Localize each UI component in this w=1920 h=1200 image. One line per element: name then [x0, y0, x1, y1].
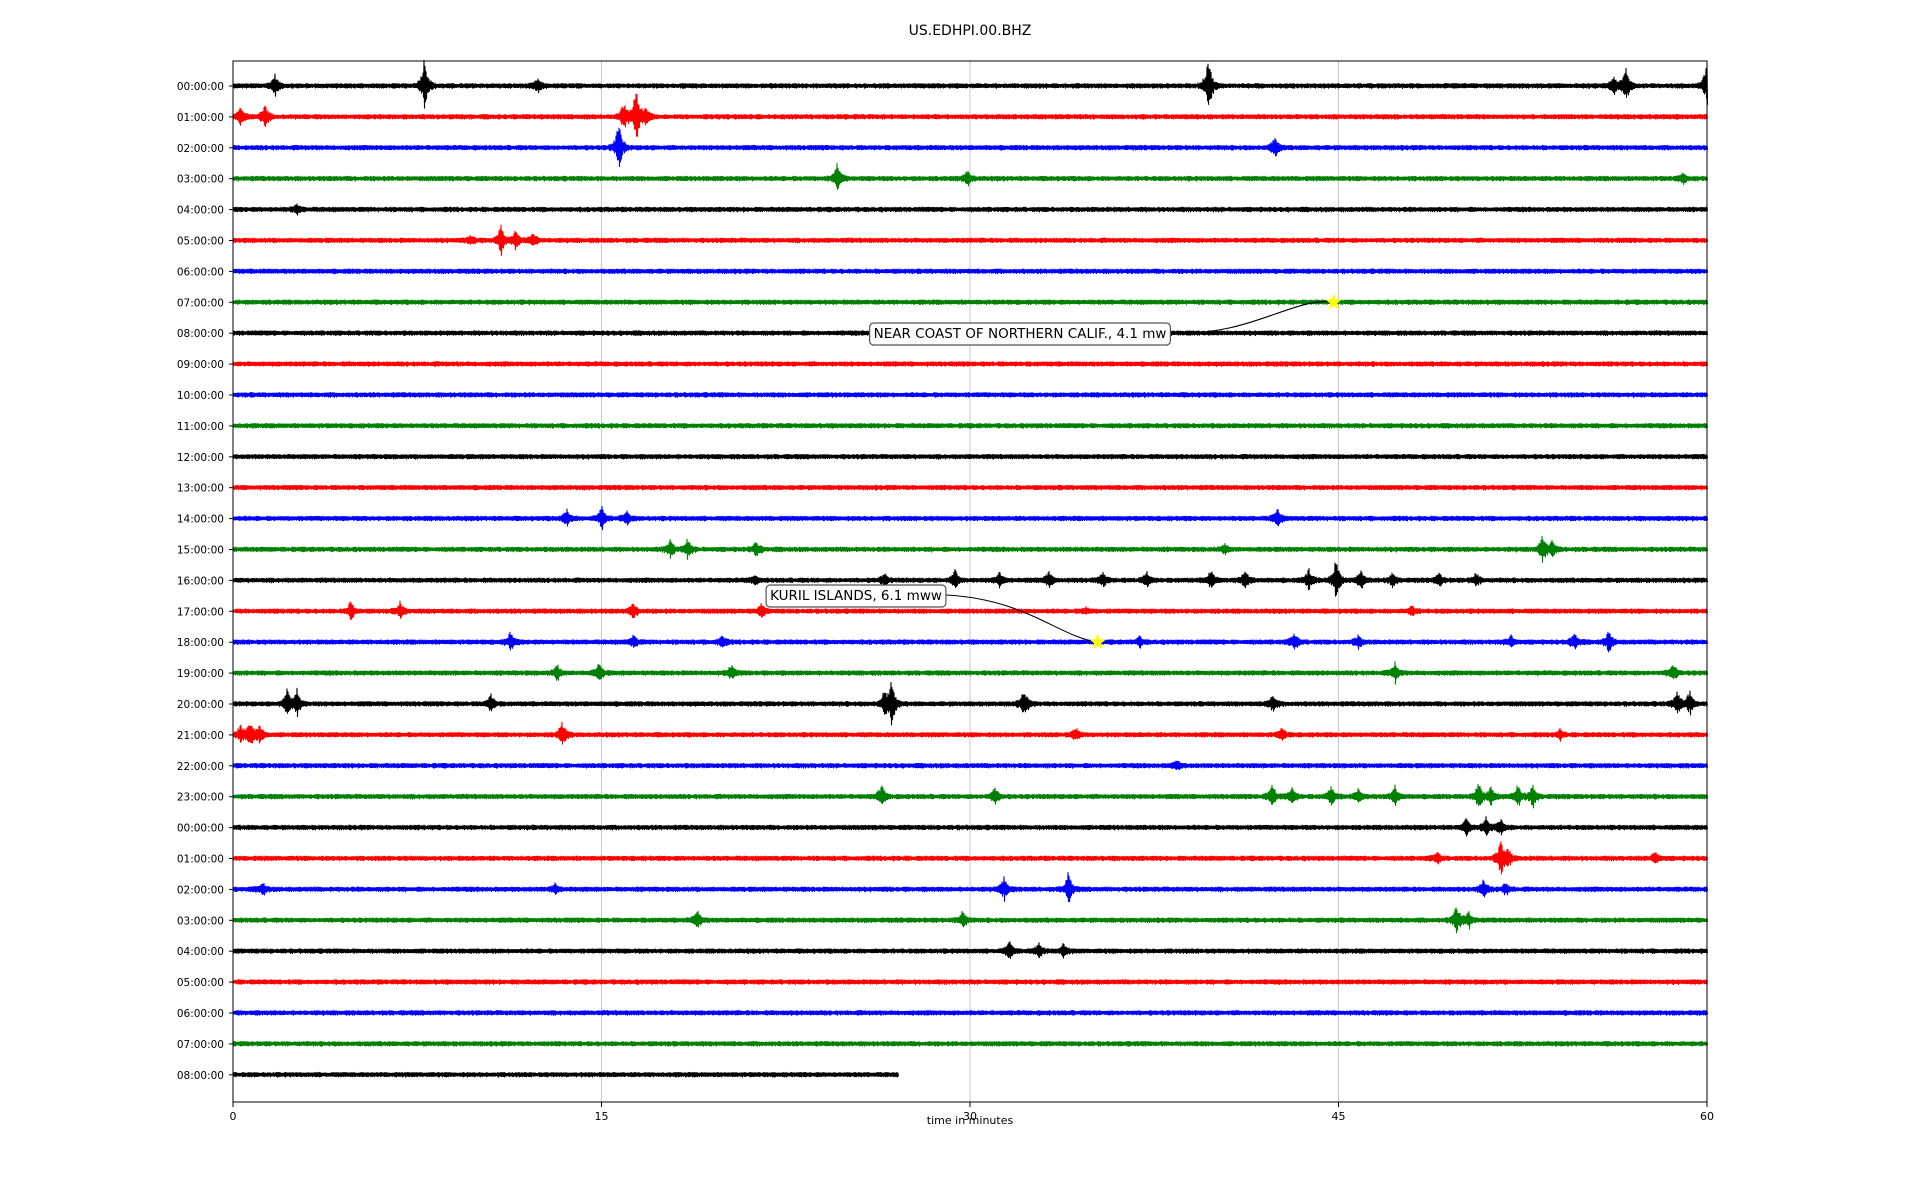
x-tick-label-15: 15 [595, 1110, 609, 1123]
chart-title: US.EDHPI.00.BHZ [909, 23, 1032, 39]
y-tick-label-4: 04:00:00 [177, 205, 224, 217]
y-tick-label-0: 00:00:00 [177, 81, 224, 93]
event-annotation-1: KURIL ISLANDS, 6.1 mww [765, 584, 1107, 650]
y-tick-label-6: 06:00:00 [177, 266, 224, 278]
y-tick-label-1: 01:00:00 [177, 112, 224, 124]
trace-row-26 [232, 872, 1709, 903]
trace-row-4 [232, 203, 1709, 216]
y-tick-label-14: 14:00:00 [177, 514, 224, 526]
x-tick-label-30: 30 [963, 1110, 977, 1123]
trace-row-1 [232, 93, 1709, 137]
event-annotations: NEAR COAST OF NORTHERN CALIF., 4.1 mw KUR… [765, 293, 1342, 650]
trace-row-13 [232, 484, 1709, 491]
y-tick-label-24: 00:00:00 [177, 823, 224, 835]
trace-row-28 [232, 941, 1709, 959]
trace-row-29 [232, 979, 1709, 986]
trace-row-11 [232, 422, 1709, 429]
y-tick-label-3: 03:00:00 [177, 174, 224, 186]
trace-row-23 [232, 784, 1709, 809]
y-tick-label-8: 08:00:00 [177, 328, 224, 340]
trace-row-10 [232, 392, 1709, 398]
y-tick-label-28: 04:00:00 [177, 946, 224, 958]
x-axis: 0 15 30 45 60 [230, 1102, 1714, 1123]
event-connector-1 [945, 594, 1098, 643]
trace-row-17 [232, 600, 1709, 621]
event-label-box-1 [765, 584, 947, 608]
trace-row-31 [232, 1040, 1709, 1047]
trace-row-19 [232, 661, 1709, 685]
x-tick-label-60: 60 [1700, 1110, 1714, 1123]
y-tick-label-19: 19:00:00 [177, 668, 224, 680]
x-tick-label-45: 45 [1332, 1110, 1346, 1123]
y-tick-label-11: 11:00:00 [177, 421, 224, 433]
trace-row-9 [232, 361, 1709, 368]
trace-row-30 [232, 1010, 1709, 1016]
y-tick-label-29: 05:00:00 [177, 977, 224, 989]
y-tick-label-5: 05:00:00 [177, 236, 224, 248]
y-tick-label-2: 02:00:00 [177, 143, 224, 155]
trace-row-7 [232, 299, 1709, 306]
y-tick-label-27: 03:00:00 [177, 915, 224, 927]
trace-row-2 [232, 127, 1709, 168]
y-tick-label-22: 22:00:00 [177, 761, 224, 773]
trace-row-3 [232, 163, 1709, 191]
trace-row-5 [232, 224, 1709, 256]
event-star-1 [1089, 633, 1107, 650]
event-star-0 [1325, 293, 1342, 310]
y-tick-label-9: 09:00:00 [177, 359, 224, 371]
trace-row-25 [232, 841, 1709, 875]
y-tick-label-26: 02:00:00 [177, 884, 224, 896]
trace-row-12 [232, 453, 1709, 460]
trace-row-0 [232, 59, 1709, 109]
y-tick-label-15: 15:00:00 [177, 545, 224, 557]
trace-row-16 [232, 562, 1709, 597]
trace-row-27 [232, 907, 1709, 934]
event-label-box-0 [869, 322, 1171, 346]
y-tick-label-30: 06:00:00 [177, 1008, 224, 1020]
y-tick-label-31: 07:00:00 [177, 1039, 224, 1051]
trace-row-20 [232, 682, 1709, 726]
x-tick-label-0: 0 [230, 1110, 237, 1123]
y-tick-label-25: 01:00:00 [177, 854, 224, 866]
y-tick-label-20: 20:00:00 [177, 699, 224, 711]
y-tick-label-13: 13:00:00 [177, 483, 224, 495]
y-tick-label-32: 08:00:00 [177, 1070, 224, 1082]
y-tick-label-7: 07:00:00 [177, 297, 224, 309]
y-tick-label-10: 10:00:00 [177, 390, 224, 402]
trace-row-18 [232, 631, 1709, 653]
y-tick-label-21: 21:00:00 [177, 730, 224, 742]
trace-row-6 [232, 268, 1709, 275]
trace-row-24 [232, 816, 1709, 837]
trace-row-32 [232, 1071, 900, 1078]
event-label-1: KURIL ISLANDS, 6.1 mww [770, 588, 942, 604]
y-tick-label-12: 12:00:00 [177, 452, 224, 464]
y-tick-label-16: 16:00:00 [177, 575, 224, 587]
trace-row-15 [232, 535, 1709, 563]
trace-row-14 [232, 505, 1709, 531]
y-tick-label-17: 17:00:00 [177, 606, 224, 618]
x-axis-label: time in minutes [927, 1114, 1014, 1127]
event-annotation-0: NEAR COAST OF NORTHERN CALIF., 4.1 mw [869, 293, 1342, 346]
trace-row-22 [232, 760, 1709, 771]
event-connector-0 [1170, 301, 1334, 334]
y-tick-labels: 00:00:00 01:00:00 02:00:00 03:00:00 04:00:00… [177, 81, 233, 1082]
event-label-0: NEAR COAST OF NORTHERN CALIF., 4.1 mw [874, 326, 1167, 342]
y-tick-label-23: 23:00:00 [177, 792, 224, 804]
y-tick-label-18: 18:00:00 [177, 637, 224, 649]
trace-row-21 [232, 721, 1709, 745]
traces [232, 59, 1709, 1078]
